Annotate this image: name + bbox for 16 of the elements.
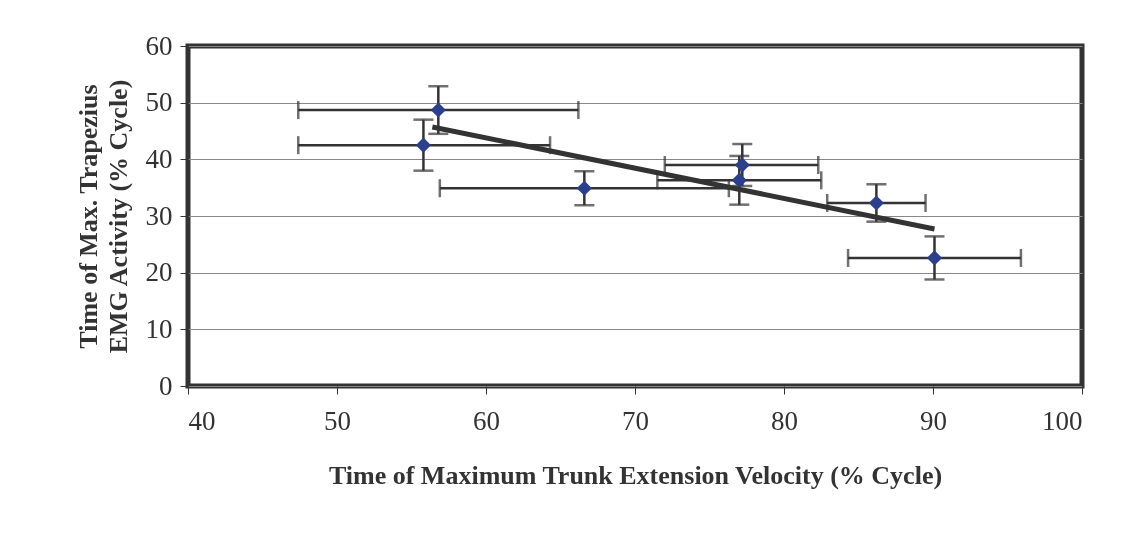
x-tick-label: 40 xyxy=(188,405,216,436)
y-tick-label: 30 xyxy=(145,200,173,231)
x-tick-label: 60 xyxy=(473,405,500,436)
x-tick-label: 80 xyxy=(771,405,798,436)
x-tick-label: 90 xyxy=(920,405,947,436)
y-tick-label: 0 xyxy=(159,370,173,401)
y-tick-label: 40 xyxy=(145,143,173,174)
x-tick-label: 70 xyxy=(622,405,649,436)
x-tick-label: 100 xyxy=(1042,405,1083,436)
y-tick-label: 60 xyxy=(145,30,173,61)
x-axis-title: Time of Maximum Trunk Extension Velocity (% Cycle) xyxy=(328,460,943,490)
y-tick-label: 10 xyxy=(145,313,173,344)
x-tick-label: 50 xyxy=(324,405,351,436)
y-tick-label: 50 xyxy=(145,87,173,118)
y-axis-title: Time of Max. Trapezius EMG Activity (% Cycle) xyxy=(73,79,133,354)
y-tick-label: 20 xyxy=(145,257,173,288)
